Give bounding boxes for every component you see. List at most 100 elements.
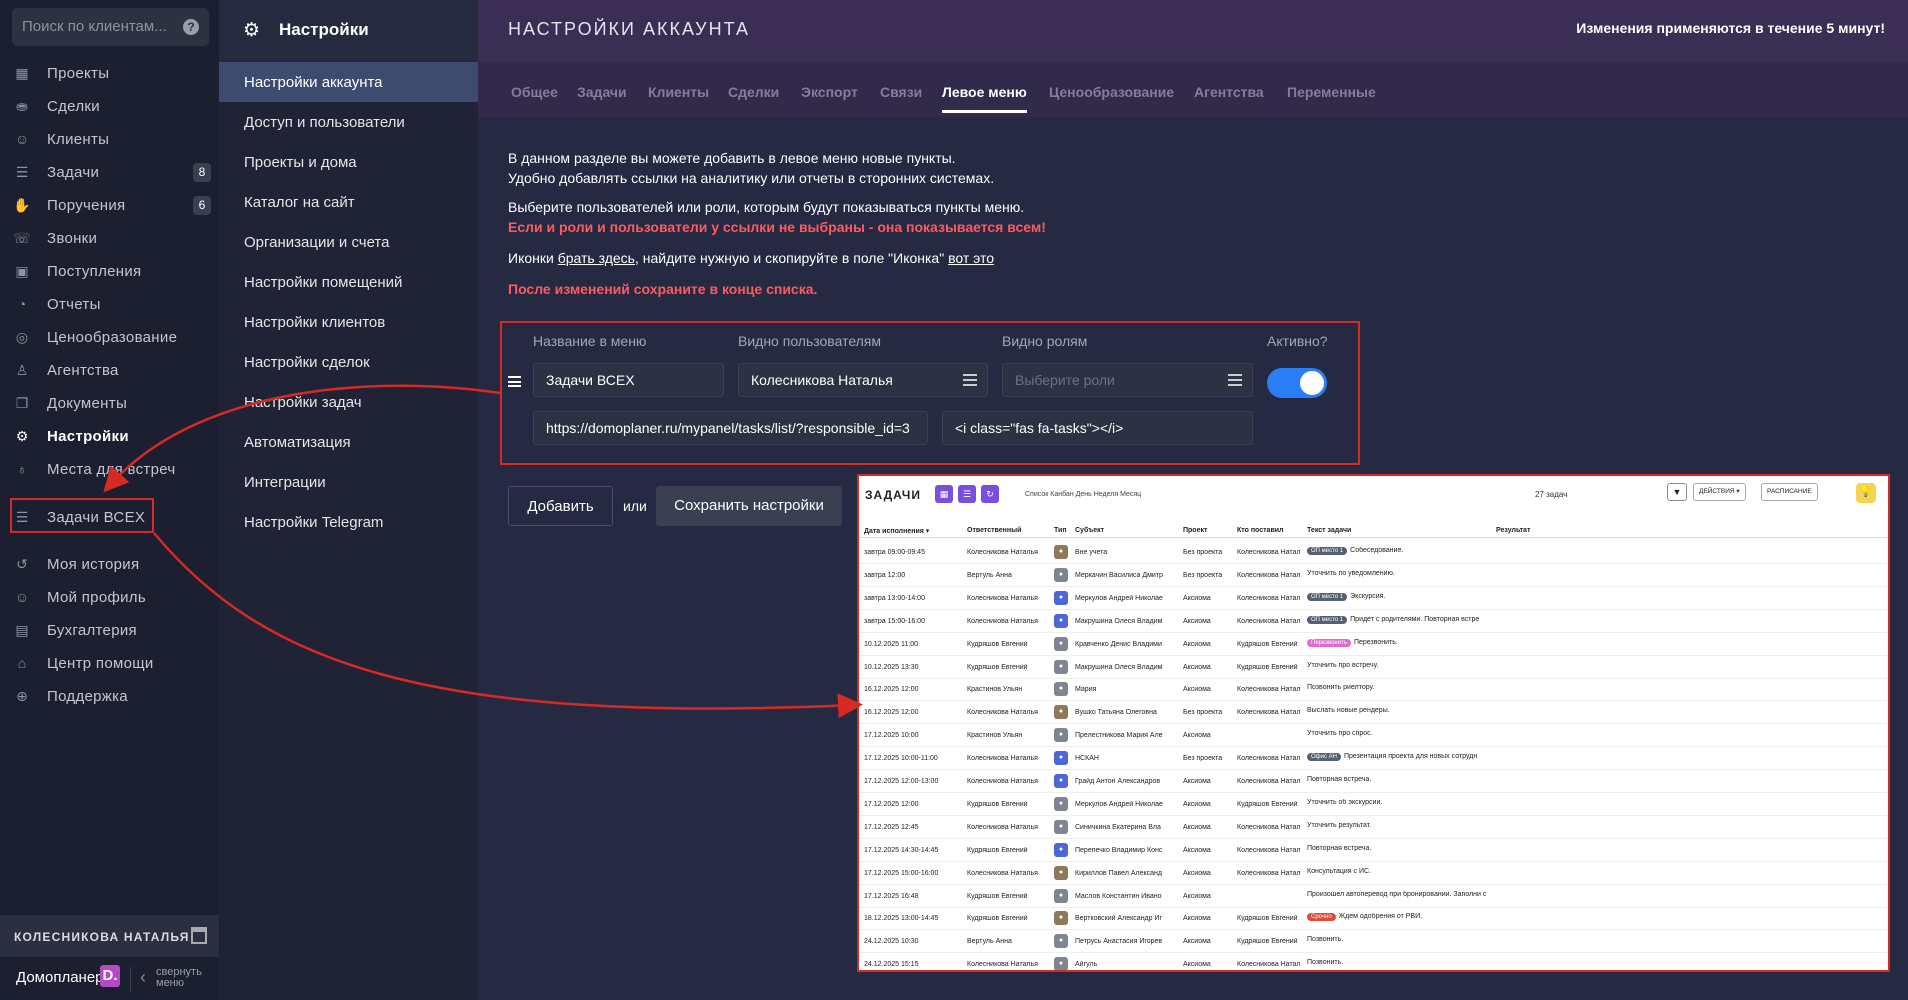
settings-menu-item-5[interactable]: Организации и счета xyxy=(219,222,478,262)
sidebar-item-10[interactable]: ♙ Агентства xyxy=(0,354,219,387)
save-settings-button[interactable]: Сохранить настройки xyxy=(656,486,842,526)
url-field[interactable]: https://domoplaner.ru/mypanel/tasks/list… xyxy=(533,411,928,445)
sidebar-item-5[interactable]: ✋ Поручения 6 xyxy=(0,189,219,222)
settings-menu-item-7[interactable]: Настройки клиентов xyxy=(219,302,478,342)
icon-field[interactable]: <i class="fas fa-tasks"></i> xyxy=(942,411,1253,445)
sidebar-item-13[interactable]: ♁ Места для встреч xyxy=(0,453,219,486)
sidebar-item-19[interactable]: ⊕ Поддержка xyxy=(0,680,219,713)
cell-subject[interactable]: Айгуль xyxy=(1075,961,1098,969)
collapse-menu-button[interactable]: свернуть меню xyxy=(156,966,202,989)
sidebar-item-12[interactable]: ⚙ Настройки xyxy=(0,420,219,453)
table-row[interactable]: 17.12.2025 14:30-14:45 Кудряшов Евгений ● П… xyxy=(859,839,1888,862)
sidebar-item-9[interactable]: ◎ Ценообразование xyxy=(0,321,219,354)
sidebar-item-15[interactable]: ↺ Моя история xyxy=(0,548,219,581)
cell-subject[interactable]: Вне учета xyxy=(1075,549,1108,556)
search-input[interactable] xyxy=(22,18,172,35)
table-row[interactable]: 24.12.2025 15:15 Колесникова Наталья ● Айгу… xyxy=(859,953,1888,970)
help-icon[interactable]: ? xyxy=(183,19,199,35)
settings-menu-item-10[interactable]: Автоматизация xyxy=(219,422,478,462)
sidebar-item-6[interactable]: ☏ Звонки xyxy=(0,222,219,255)
preview-col-header[interactable]: Дата исполнения ▾ xyxy=(864,528,930,535)
sidebar-item-8[interactable]: ◔ Отчеты xyxy=(0,288,219,321)
calendar-icon[interactable]: ▦ xyxy=(935,485,953,503)
table-row[interactable]: 16.12.2025 12:00 Колесникова Наталья ● Вушк… xyxy=(859,701,1888,725)
table-row[interactable]: завтра 09:00-09:45 Колесникова Наталья ● Вн… xyxy=(859,541,1888,564)
lightbulb-icon[interactable]: 💡 xyxy=(1856,483,1876,503)
icon-example-link[interactable]: вот это xyxy=(948,250,995,266)
table-row[interactable]: 17.12.2025 16:48 Кудряшов Евгений ● Маслов … xyxy=(859,885,1888,908)
sidebar-item-16[interactable]: ☺ Мой профиль xyxy=(0,581,219,614)
settings-menu-item-6[interactable]: Настройки помещений xyxy=(219,262,478,302)
table-row[interactable]: завтра 13:00-14:00 Колесникова Наталья ● Ме… xyxy=(859,587,1888,610)
chevron-left-icon[interactable]: ‹ xyxy=(140,967,146,987)
add-button[interactable]: Добавить xyxy=(508,486,613,526)
table-row[interactable]: 17.12.2025 10:00 Крастинов Ульян ● Прелестн… xyxy=(859,724,1888,748)
actions-button[interactable]: ДЕЙСТВИЯ ▾ xyxy=(1693,483,1746,501)
table-row[interactable]: 17.12.2025 15:00-16:00 Колесникова Наталь… xyxy=(859,862,1888,885)
tab-2[interactable]: Задачи xyxy=(577,84,627,100)
table-row[interactable]: завтра 12:00 Вертуль Анна ● Меркачин Васили… xyxy=(859,564,1888,587)
settings-menu-item-4[interactable]: Каталог на сайт xyxy=(219,182,478,222)
table-row[interactable]: 10.12.2025 11:00 Кудряшов Евгений ● Кравчен… xyxy=(859,633,1888,656)
table-row[interactable]: 16.12.2025 12:00 Крастинов Ульян ● Мария Акс… xyxy=(859,678,1888,702)
tab-7[interactable]: Левое меню xyxy=(942,84,1027,113)
sidebar-item-18[interactable]: ⌂ Центр помощи xyxy=(0,647,219,680)
tab-6[interactable]: Связи xyxy=(880,84,923,100)
sidebar-item-2[interactable]: ⛂ Сделки xyxy=(0,90,219,123)
cell-subject[interactable]: Меркулов Андрей Николае xyxy=(1075,800,1163,808)
cell-subject[interactable]: Грайд Антон Александров xyxy=(1075,778,1161,785)
sidebar-item-4[interactable]: ☰ Задачи 8 xyxy=(0,156,219,189)
settings-menu-item-12[interactable]: Настройки Telegram xyxy=(219,502,478,542)
cell-subject[interactable]: Кириллов Павел Александ xyxy=(1075,869,1162,877)
tab-3[interactable]: Клиенты xyxy=(648,84,710,100)
refresh-icon[interactable]: ↻ xyxy=(981,485,999,503)
settings-menu-item-3[interactable]: Проекты и дома xyxy=(219,142,478,182)
sidebar-item-14[interactable]: ☰ Задачи ВСЕХ xyxy=(0,501,219,534)
sidebar-item-17[interactable]: ▤ Бухгалтерия xyxy=(0,614,219,647)
cell-subject[interactable]: Маслов Константин Ивано xyxy=(1075,892,1162,900)
settings-menu-item-9[interactable]: Настройки задач xyxy=(219,382,478,422)
tab-5[interactable]: Экспорт xyxy=(801,84,858,100)
active-toggle[interactable] xyxy=(1267,368,1327,398)
sidebar-item-11[interactable]: ❐ Документы xyxy=(0,387,219,420)
cell-subject[interactable]: Петрусь Анастасия Игорев xyxy=(1075,938,1163,946)
tab-10[interactable]: Переменные xyxy=(1287,84,1376,100)
icons-link[interactable]: брать здесь xyxy=(557,250,635,266)
tab-1[interactable]: Общее xyxy=(511,84,558,100)
sidebar-item-1[interactable]: ▦ Проекты xyxy=(0,57,219,90)
settings-menu-item-2[interactable]: Доступ и пользователи xyxy=(219,102,478,142)
cell-subject[interactable]: НСКАН xyxy=(1075,755,1099,763)
settings-menu-item-11[interactable]: Интеграции xyxy=(219,462,478,502)
table-row[interactable]: 24.12.2025 10:30 Вертуль Анна ● Петрусь Ана… xyxy=(859,930,1888,954)
tab-4[interactable]: Сделки xyxy=(728,84,780,100)
cell-subject[interactable]: Макрушина Олеся Владим xyxy=(1075,663,1163,671)
cell-subject[interactable]: Макрушина Олеся Владим xyxy=(1075,617,1163,625)
cell-subject[interactable]: Мария xyxy=(1075,686,1097,694)
table-row[interactable]: 17.12.2025 12:00 Кудряшов Евгений ● Меркуло… xyxy=(859,793,1888,816)
cell-subject[interactable]: Вушко Татьяна Олеговна xyxy=(1075,709,1157,717)
tasks-icon[interactable]: ☰ xyxy=(958,485,976,503)
cell-subject[interactable]: Меркулов Андрей Николае xyxy=(1075,594,1163,602)
menu-name-field[interactable]: Задачи ВСЕХ xyxy=(533,363,724,397)
table-row[interactable]: 10.12.2025 13:30 Кудряшов Евгений ● Макруши… xyxy=(859,656,1888,679)
client-search[interactable]: ? xyxy=(12,8,209,46)
roles-select[interactable]: Выберите роли xyxy=(1002,363,1253,397)
drag-handle-icon[interactable] xyxy=(508,376,521,387)
bank-icon[interactable] xyxy=(191,927,207,944)
settings-menu-item-8[interactable]: Настройки сделок xyxy=(219,342,478,382)
table-row[interactable]: 17.12.2025 12:45 Колесникова Наталья ● Сини… xyxy=(859,816,1888,839)
table-row[interactable]: 17.12.2025 12:00-13:00 Колесникова Наталь… xyxy=(859,770,1888,793)
cell-subject[interactable]: Вертковский Александр Иг xyxy=(1075,915,1163,923)
filter-icon[interactable]: ▼ xyxy=(1667,483,1687,501)
settings-menu-item-1[interactable]: Настройки аккаунта xyxy=(219,62,478,102)
cell-subject[interactable]: Синичкина Екатерина Вла xyxy=(1075,823,1161,831)
cell-subject[interactable]: Меркачин Василиса Дмитр xyxy=(1075,571,1163,579)
sidebar-item-3[interactable]: ☺ Клиенты xyxy=(0,123,219,156)
cell-subject[interactable]: Перепечко Владимир Конс xyxy=(1075,846,1163,854)
cell-subject[interactable]: Кравченко Денис Владими xyxy=(1075,640,1162,648)
tab-8[interactable]: Ценообразование xyxy=(1049,84,1175,100)
table-row[interactable]: 17.12.2025 10:00-11:00 Колесникова Наталь… xyxy=(859,747,1888,771)
table-row[interactable]: 18.12.2025 13:00-14:45 Кудряшов Евгений ● В… xyxy=(859,907,1888,931)
view-switcher[interactable]: Список Канбан День Неделя Месяц xyxy=(1025,491,1142,498)
sidebar-item-7[interactable]: ▣ Поступления xyxy=(0,255,219,288)
